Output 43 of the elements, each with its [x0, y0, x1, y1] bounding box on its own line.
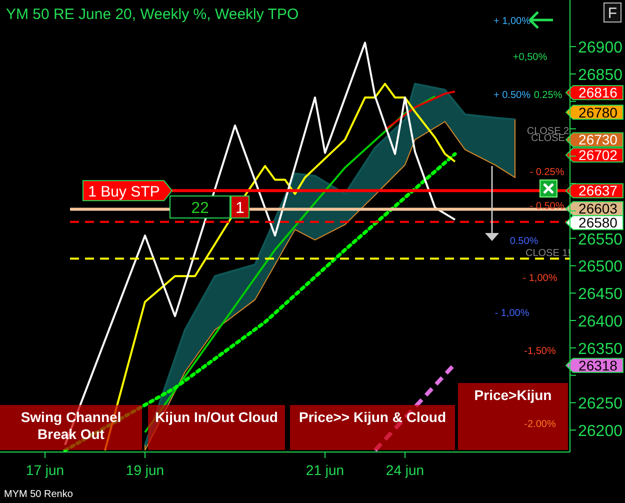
y-tick-label: 26500	[578, 258, 623, 276]
annotation: - 1,00%	[494, 308, 530, 319]
annotation: CLOSE 1!	[525, 248, 571, 259]
y-tick-label: 26450	[578, 286, 623, 304]
annotation: + 1,00%	[494, 16, 531, 27]
y-tick-label: 26200	[578, 423, 623, 440]
annotation: 0.50%	[510, 236, 538, 247]
y-tick-label: 26850	[578, 66, 623, 84]
x-tick-label: 17 jun	[26, 462, 64, 478]
x-tick-label: 24 jun	[386, 462, 424, 478]
text: 26730	[578, 132, 618, 148]
y-tick-label: 26250	[578, 396, 623, 413]
text: F	[608, 5, 618, 22]
annotation: Kijun In/Out Cloud	[155, 409, 278, 425]
y-tick-label: 26400	[578, 314, 623, 331]
annotation: - 1,00%	[522, 273, 558, 284]
text: 26318	[578, 357, 618, 374]
line-series	[384, 90, 456, 131]
annotation: 1	[236, 200, 245, 217]
text: 26816	[578, 84, 618, 101]
annotation: Price>> Kijun & Cloud	[298, 409, 446, 425]
ref-line-label: 1 Buy STP	[88, 184, 160, 201]
annotation: + 0.50%	[494, 90, 531, 101]
text: 26603	[578, 200, 618, 217]
x-tick-label: 19 jun	[126, 462, 164, 478]
annotation: +0,50%	[512, 52, 548, 63]
x-tick-label: 21 jun	[306, 462, 344, 478]
annotation: - 0.25%	[530, 167, 564, 178]
annotation: -2.00%	[524, 419, 556, 430]
text: 26702	[578, 147, 618, 163]
text: 26780	[578, 104, 618, 120]
annotation: 0.25%	[534, 90, 562, 101]
chart-title: YM 50 RE June 20, Weekly %, Weekly TPO	[6, 6, 299, 23]
y-tick-label: 26900	[578, 40, 623, 57]
annotation: Swing Channel Break Out	[20, 409, 122, 442]
annotation: Price>Kijun	[474, 387, 552, 403]
y-tick-label: 26550	[578, 231, 623, 248]
text: 26637	[578, 182, 618, 199]
text: MYM 50 Renko	[4, 489, 74, 500]
annotation: 22	[191, 200, 209, 217]
y-tick-label: 26350	[578, 340, 623, 358]
text: 26580	[578, 214, 618, 231]
annotation: -1,50%	[524, 346, 556, 357]
